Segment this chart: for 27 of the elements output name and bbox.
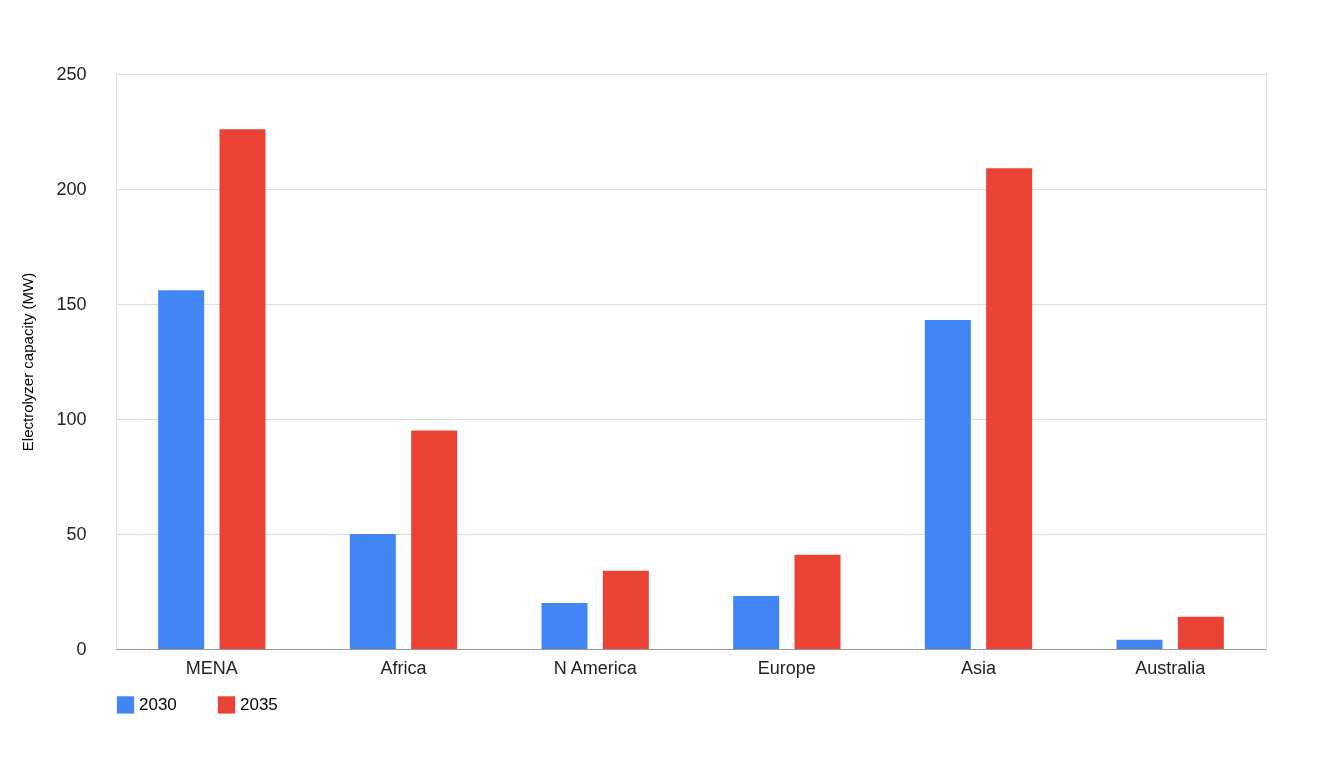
y-tick-label: 0 [76,638,87,659]
x-tick-label: MENA [185,657,238,678]
bar [924,320,971,649]
bar [158,290,205,649]
y-tick-label: 200 [56,178,87,199]
x-tick-label: Australia [1135,657,1207,678]
bar [411,430,458,649]
y-tick-label: 150 [56,293,87,314]
bar [733,596,780,649]
bar [602,570,649,649]
y-tick-label: 250 [56,63,87,84]
legend-label: 2030 [139,694,177,714]
x-tick-label: Europe [757,657,816,678]
x-tick-label: Africa [380,657,428,678]
bar [219,129,266,649]
legend-label: 2035 [240,694,278,714]
bar [349,534,396,649]
bar [1116,639,1163,649]
bar [541,603,588,649]
bar [986,168,1033,649]
bar [1177,616,1224,649]
x-tick-label: Asia [960,657,997,678]
y-tick-label: 100 [56,408,87,429]
y-tick-label: 50 [66,523,87,544]
y-axis-title: Electrolyzer capacity (MW) [19,272,37,452]
bar [794,554,841,649]
x-tick-label: N America [553,657,638,678]
